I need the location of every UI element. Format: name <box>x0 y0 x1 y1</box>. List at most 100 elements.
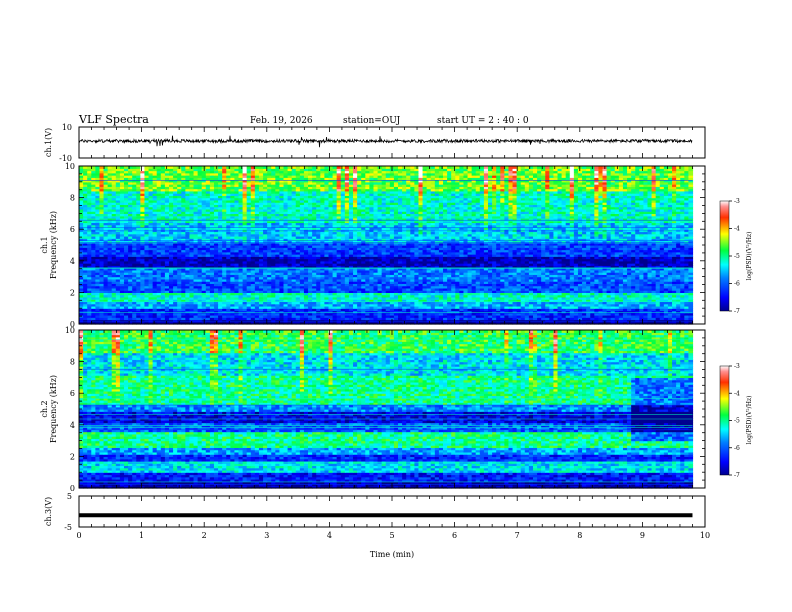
spectrogram-cell <box>136 312 141 316</box>
spectrogram-cell <box>87 305 92 309</box>
spectrogram-cell <box>213 281 219 284</box>
spectrogram-cell <box>295 292 301 296</box>
spectrogram-cell <box>136 310 141 314</box>
spectrogram-cell <box>316 299 321 303</box>
spectrogram-cell <box>369 276 375 280</box>
spectrogram-cell <box>451 303 456 307</box>
spectrogram-cell <box>234 283 240 287</box>
spectrogram-cell <box>234 287 240 291</box>
spectrogram-cell <box>103 272 109 275</box>
spectrogram-cell <box>148 314 154 318</box>
spectrogram-cell <box>582 290 587 293</box>
spectrogram-cell <box>532 287 538 291</box>
spectrogram-cell <box>582 283 587 287</box>
spectrogram-cell <box>95 314 101 318</box>
spectrogram-cell <box>287 290 293 293</box>
spectrogram-cell <box>602 299 608 303</box>
spectrogram-cell <box>173 321 178 325</box>
spectrogram-cell <box>631 281 636 284</box>
spectrogram-cell <box>373 290 379 293</box>
spectrogram-cell <box>361 285 366 289</box>
spectrogram-cell <box>475 285 481 289</box>
spectrogram-cell <box>627 272 632 275</box>
spectrogram-cell <box>263 296 268 300</box>
spectrogram-cell <box>655 281 661 284</box>
spectrogram-cell <box>250 274 256 278</box>
spectrogram-cell <box>103 276 109 280</box>
spectrogram-cell <box>291 317 297 321</box>
spectrogram-cell <box>528 308 534 312</box>
spectrogram-cell <box>389 305 395 309</box>
spectrogram-cell <box>218 290 223 293</box>
spectrogram-cell <box>123 290 129 293</box>
spectrogram-cell <box>577 272 583 275</box>
spectrogram-cell <box>475 305 481 309</box>
spectrogram-cell <box>152 283 158 287</box>
spectrogram-cell <box>226 292 231 296</box>
spectrogram-cell <box>189 301 195 305</box>
spectrogram-cell <box>631 296 636 300</box>
spectrogram-cell <box>381 272 387 275</box>
spectrogram-cell <box>177 299 182 303</box>
spectrogram-cell <box>201 287 207 291</box>
spectrogram-cell <box>443 281 448 284</box>
spectrogram-cell <box>308 281 313 284</box>
spectrogram-cell <box>602 272 608 275</box>
spectrogram-cell <box>123 272 129 275</box>
spectrogram-cell <box>303 278 309 282</box>
spectrogram-cell <box>132 303 137 307</box>
spectrogram-cell <box>663 290 669 293</box>
spectrogram-cell <box>549 283 555 287</box>
spectrogram-cell <box>606 312 612 316</box>
spectrogram-cell <box>647 290 653 293</box>
spectrogram-cell <box>479 285 485 289</box>
spectrogram-cell <box>279 274 285 278</box>
spectrogram-cell <box>451 283 456 287</box>
spectrogram-cell <box>545 317 550 321</box>
spectrogram-cell <box>197 281 203 284</box>
spectrogram-cell <box>197 303 203 307</box>
spectrogram-cell <box>651 314 657 318</box>
spectrogram-cell <box>606 283 612 287</box>
spectrogram-cell <box>569 299 575 303</box>
spectrogram-cell <box>622 292 628 296</box>
spectrogram-cell <box>197 312 203 316</box>
spectrogram-cell <box>434 278 440 282</box>
spectrogram-cell <box>610 296 616 300</box>
spectrogram-cell <box>610 310 616 314</box>
spectrogram-cell <box>258 278 264 282</box>
spectrogram-cell <box>398 296 403 300</box>
spectrogram-cell <box>230 290 236 293</box>
spectrogram-cell <box>271 312 276 316</box>
spectrogram-cell <box>344 281 350 284</box>
spectrogram-cell <box>79 321 84 325</box>
spectrogram-cell <box>651 305 657 309</box>
spectrogram-cell <box>291 278 297 282</box>
spectrogram-cell <box>676 274 681 278</box>
spectrogram-cell <box>373 299 379 303</box>
spectrogram-cell <box>500 287 505 291</box>
spectrogram-cell <box>471 274 477 278</box>
spectrogram-cell <box>308 321 313 325</box>
spectrogram-cell <box>647 321 653 325</box>
spectrogram-cell <box>561 278 567 282</box>
spectrogram-cell <box>303 314 309 318</box>
spectrogram-cell <box>586 278 591 282</box>
spectrogram-cell <box>369 305 375 309</box>
spectrogram-cell <box>549 299 555 303</box>
spectrogram-cell <box>577 285 583 289</box>
spectrogram-cell <box>393 312 399 316</box>
spectrogram-cell <box>524 310 530 314</box>
spectrogram-cell <box>614 287 620 291</box>
spectrogram-cell <box>463 310 469 314</box>
spectrogram-cell <box>111 312 117 316</box>
spectrogram-cell <box>492 312 497 316</box>
spectrogram-cell <box>545 321 550 325</box>
spectrogram-cell <box>271 281 276 284</box>
spectrogram-cell <box>185 287 191 291</box>
spectrogram-cell <box>205 308 211 312</box>
spectrogram-cell <box>119 285 125 289</box>
spectrogram-cell <box>672 274 677 278</box>
spectrogram-cell <box>213 314 219 318</box>
spectrogram-cell <box>594 281 600 284</box>
